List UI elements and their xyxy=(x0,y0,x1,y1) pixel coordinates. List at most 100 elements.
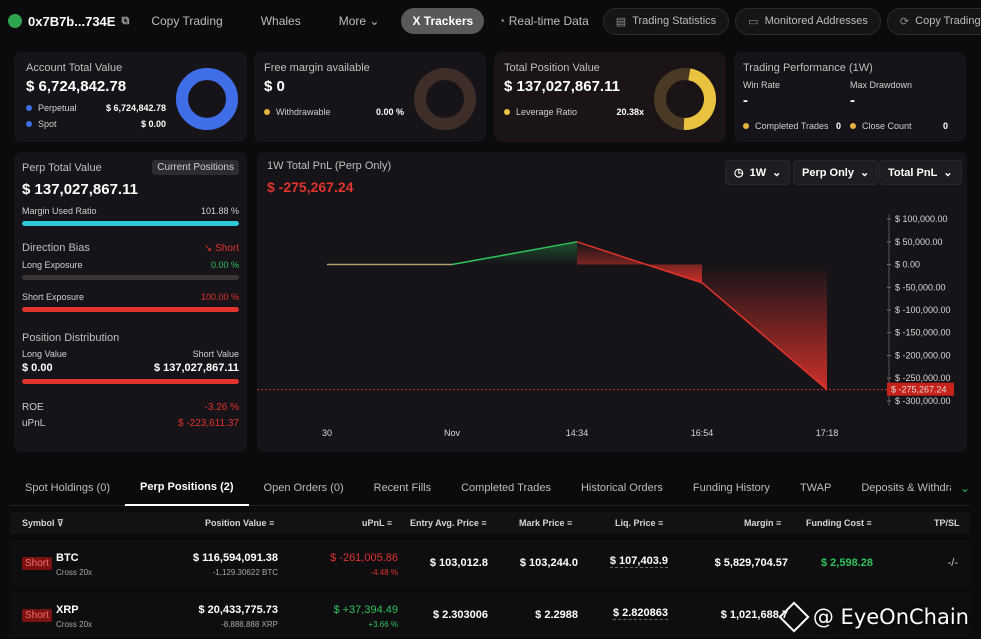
leverage-value: 20.38x xyxy=(616,107,644,117)
col-mark[interactable]: Mark Price ≡ xyxy=(519,518,572,528)
account-total-card: Account Total Value $ 6,724,842.78 Perpe… xyxy=(14,52,247,142)
pnl-chart-title: 1W Total PnL (Perp Only) xyxy=(267,160,392,172)
long-exposure-value: 0.00 % xyxy=(210,260,239,270)
col-position-value[interactable]: Position Value ≡ xyxy=(205,518,274,528)
monitored-addresses-button[interactable]: ▭ Monitored Addresses xyxy=(735,7,881,35)
x-tick-label: 16:54 xyxy=(691,428,714,438)
copy-icon[interactable]: ⧉ xyxy=(121,14,130,27)
col-funding[interactable]: Funding Cost ≡ xyxy=(806,518,872,528)
timeframe-select[interactable]: ◷ 1W ⌄ xyxy=(725,160,791,185)
completed-trades-row: Completed Trades 0 xyxy=(743,121,841,131)
liq-price: $ 2.820863 xyxy=(612,607,668,620)
leverage-dot xyxy=(504,109,510,115)
chevron-down-icon: ⌄ xyxy=(369,14,380,28)
current-value-badge xyxy=(887,382,954,396)
withdrawable-row: Withdrawable 0.00 % xyxy=(264,107,404,117)
col-symbol[interactable]: Symbol ⊽ xyxy=(22,518,64,529)
tp-sl[interactable]: -/- xyxy=(947,557,958,569)
max-drawdown-label: Max Drawdown xyxy=(850,80,913,90)
watermark: @ EyeOnChain xyxy=(778,601,969,633)
spot-row: Spot $ 0.00 xyxy=(26,119,166,129)
tab-open-orders[interactable]: Open Orders (0) xyxy=(263,481,344,494)
perp-total-value: $ 137,027,867.11 xyxy=(22,181,138,198)
chevron-down-icon[interactable]: ⌄ xyxy=(959,480,970,495)
free-margin-label: Free margin available xyxy=(264,62,370,74)
margin-donut-track xyxy=(414,68,476,130)
tab-funding-history[interactable]: Funding History xyxy=(692,481,770,494)
upnl-pct: -4.48 % xyxy=(370,568,398,577)
distribution-fill xyxy=(22,379,239,384)
chevron-down-icon: ⌄ xyxy=(859,167,870,179)
sort-icon: ≡ xyxy=(866,518,872,528)
nav-copy-trading[interactable]: Copy Trading xyxy=(151,14,223,28)
copy-trading-button[interactable]: ⟳ Copy Trading xyxy=(886,7,981,35)
close-count-value: 0 xyxy=(942,121,948,131)
win-rate-block: Win Rate - xyxy=(743,80,780,109)
roe-label: ROE xyxy=(22,402,44,413)
col-margin[interactable]: Margin ≡ xyxy=(744,518,781,528)
current-positions-button[interactable]: Current Positions xyxy=(152,160,239,175)
pnl-line-segment xyxy=(701,282,828,391)
y-tick-label: $ 50,000.00 xyxy=(895,237,943,247)
wallet-address[interactable]: 0x7B7b...734E ⧉ xyxy=(8,14,129,29)
margin-used-value: 101.88 % xyxy=(200,206,239,216)
current-value-label: $ -275,267.24 xyxy=(891,385,947,395)
trend-down-icon: ↘ xyxy=(203,242,213,254)
nav-realtime-data[interactable]: ◔ Real-time Data xyxy=(490,14,597,28)
y-tick-label: $ 0.00 xyxy=(895,260,920,270)
upnl: $ -261,005.86 xyxy=(330,552,398,564)
max-drawdown-block: Max Drawdown - xyxy=(850,80,912,109)
col-liq[interactable]: Liq. Price ≡ xyxy=(615,518,663,528)
chevron-down-icon: ⌄ xyxy=(772,167,782,179)
entry-price: $ 2.303006 xyxy=(432,609,488,621)
position-value-label: Total Position Value xyxy=(504,62,600,74)
app-logo-icon xyxy=(8,14,22,28)
tab-perp-positions[interactable]: Perp Positions (2) xyxy=(125,470,249,506)
position-value: $ 20,433,775.73 xyxy=(198,604,278,616)
spot-value: $ 0.00 xyxy=(140,119,166,129)
table-row[interactable]: Short BTC Cross 20x $ 116,594,091.38 -1,… xyxy=(10,540,970,586)
monitor-icon: ▭ xyxy=(748,15,759,28)
completed-trades-label: Completed Trades xyxy=(755,121,829,131)
side-badge-text: Short xyxy=(22,557,52,570)
col-upnl[interactable]: uPnL ≡ xyxy=(362,518,392,528)
symbol[interactable]: BTC xyxy=(56,552,79,564)
y-tick-label: $ 100,000.00 xyxy=(895,214,948,224)
tab-completed-trades[interactable]: Completed Trades xyxy=(461,481,551,494)
tab-spot-holdings[interactable]: Spot Holdings (0) xyxy=(25,481,110,494)
tab-deposits-withdrawals[interactable]: Deposits & Withdraw xyxy=(861,481,951,494)
nav-more[interactable]: More ⌄ xyxy=(323,14,396,28)
monitored-addresses-label: Monitored Addresses xyxy=(764,15,868,27)
win-rate-label: Win Rate xyxy=(743,80,781,90)
table-row[interactable]: Short XRP Cross 20x $ 20,433,775.73 -8,8… xyxy=(10,592,970,638)
margin-used-label: Margin Used Ratio xyxy=(22,206,97,216)
scope-select[interactable]: Perp Only ⌄ xyxy=(793,160,879,185)
col-entry[interactable]: Entry Avg. Price ≡ xyxy=(410,518,487,528)
address-text: 0x7B7b...734E xyxy=(28,13,116,29)
col-mark-label: Mark Price xyxy=(519,518,565,528)
metric-select[interactable]: Total PnL ⌄ xyxy=(879,160,962,185)
positions-tabs: Spot Holdings (0) Perp Positions (2) Ope… xyxy=(10,470,970,506)
account-total-label: Account Total Value xyxy=(26,62,123,74)
short-exposure-row: Short Exposure 100.00 % xyxy=(22,292,239,302)
col-tpsl: TP/SL xyxy=(934,518,960,528)
nav-x-trackers[interactable]: X Trackers xyxy=(401,8,485,34)
trading-statistics-button[interactable]: ▤ Trading Statistics xyxy=(602,7,730,35)
tab-recent-fills[interactable]: Recent Fills xyxy=(373,481,432,494)
x-tick-label: 30 xyxy=(322,428,332,438)
mark-price: $ 103,244.0 xyxy=(519,557,578,569)
close-count-row: Close Count 0 xyxy=(850,121,948,131)
nav-whales[interactable]: Whales xyxy=(260,14,301,28)
position-value-card: Total Position Value $ 137,027,867.11 Le… xyxy=(494,52,726,142)
long-exposure-bar xyxy=(22,275,239,280)
tab-twap[interactable]: TWAP xyxy=(799,481,832,494)
filter-icon: ⊽ xyxy=(57,517,64,528)
tab-historical-orders[interactable]: Historical Orders xyxy=(580,481,663,494)
y-tick-label: $ -200,000.00 xyxy=(895,350,951,360)
close-count-label: Close Count xyxy=(862,121,912,131)
symbol[interactable]: XRP xyxy=(56,604,79,616)
long-value-amount: $ 0.00 xyxy=(22,362,53,374)
col-symbol-label: Symbol xyxy=(22,517,55,528)
sort-icon: ≡ xyxy=(658,518,664,528)
metric-label: Total PnL xyxy=(888,166,938,179)
